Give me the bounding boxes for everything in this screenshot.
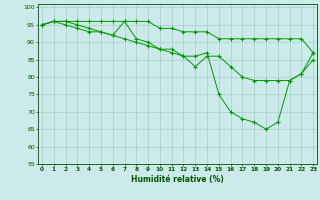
X-axis label: Humidité relative (%): Humidité relative (%)	[131, 175, 224, 184]
